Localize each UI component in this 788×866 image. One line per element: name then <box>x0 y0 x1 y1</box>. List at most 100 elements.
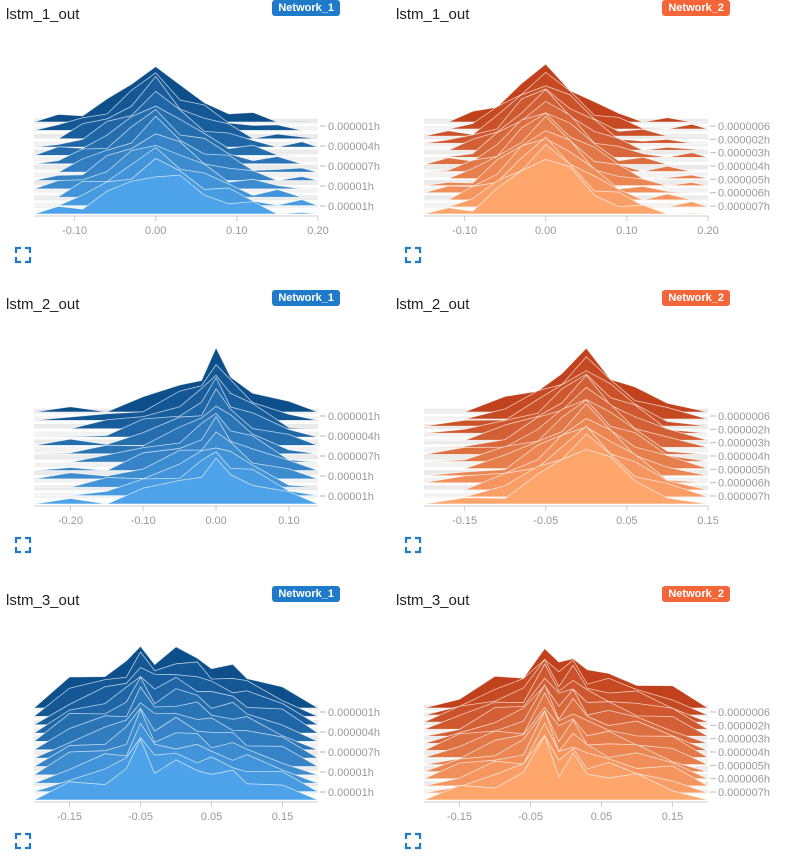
x-tick-label: -0.15 <box>447 811 472 823</box>
y-tick-label: 0.00001h <box>328 181 374 193</box>
histogram-slice <box>423 448 709 505</box>
x-tick-label: -0.05 <box>128 811 153 823</box>
chart-title: lstm_1_out <box>6 6 80 23</box>
y-tick-label: 0.000002h <box>718 134 770 146</box>
y-tick-label: 0.000007h <box>328 747 380 759</box>
x-tick-label: -0.15 <box>452 515 477 527</box>
y-tick-label: 0.000001h <box>328 121 380 133</box>
y-tick-label: 0.00001h <box>328 201 374 213</box>
x-tick-label: 0.10 <box>278 515 299 527</box>
y-tick-label: 0.0000006h <box>718 411 770 423</box>
y-tick-label: 0.000005h <box>718 464 770 476</box>
x-tick-label: -0.20 <box>58 515 83 527</box>
fullscreen-icon[interactable] <box>14 832 32 850</box>
y-tick-label: 0.0000006h <box>718 121 770 133</box>
y-tick-label: 0.000002h <box>718 720 770 732</box>
histogram-chart: 0.000001h0.000004h0.000007h0.00001h0.000… <box>33 346 380 527</box>
histogram-slice <box>33 376 319 438</box>
y-tick-label: 0.000004h <box>718 451 770 463</box>
y-tick-label: 0.000007h <box>328 451 380 463</box>
x-tick-label: 0.20 <box>697 225 718 237</box>
histogram-slice <box>33 738 319 801</box>
y-tick-label: 0.00001h <box>328 787 374 799</box>
run-badge: Network_2 <box>662 586 730 602</box>
fullscreen-icon[interactable] <box>404 536 422 554</box>
run-badge: Network_1 <box>272 586 340 602</box>
y-tick-label: 0.00001h <box>328 491 374 503</box>
y-tick-label: 0.000006h <box>718 188 770 200</box>
y-tick-label: 0.000002h <box>718 424 770 436</box>
y-tick-label: 0.000004h <box>328 141 380 153</box>
chart-title: lstm_3_out <box>6 592 80 609</box>
y-tick-label: 0.000006h <box>718 774 770 786</box>
run-badge: Network_1 <box>272 290 340 306</box>
histogram-chart: 0.0000006h0.000002h0.000003h0.000004h0.0… <box>423 647 770 823</box>
x-tick-label: -0.10 <box>131 515 156 527</box>
x-tick-label: 0.05 <box>616 515 637 527</box>
chart-title: lstm_1_out <box>396 6 470 23</box>
histogram-slice <box>33 457 319 505</box>
x-tick-label: -0.15 <box>57 811 82 823</box>
fullscreen-icon[interactable] <box>404 832 422 850</box>
chart-title: lstm_2_out <box>6 296 80 313</box>
y-tick-label: 0.000003h <box>718 148 770 160</box>
histogram-slice <box>33 66 319 123</box>
run-badge: Network_2 <box>662 290 730 306</box>
fullscreen-icon[interactable] <box>404 246 422 264</box>
fullscreen-icon[interactable] <box>14 246 32 264</box>
y-tick-label: 0.0000006h <box>718 707 770 719</box>
y-tick-label: 0.000001h <box>328 707 380 719</box>
y-tick-label: 0.000003h <box>718 734 770 746</box>
y-tick-label: 0.000004h <box>328 431 380 443</box>
x-tick-label: 0.15 <box>662 811 683 823</box>
y-tick-label: 0.00001h <box>328 471 374 483</box>
y-tick-label: 0.000005h <box>718 760 770 772</box>
x-tick-label: 0.10 <box>616 225 637 237</box>
x-tick-label: -0.05 <box>518 811 543 823</box>
fullscreen-icon[interactable] <box>14 536 32 554</box>
chart-card: lstm_3_out Network_1 0.000001h 0.000004h 0.0… <box>0 586 380 866</box>
x-tick-label: -0.10 <box>62 225 87 237</box>
histogram-chart: 0.000001h0.000004h0.000007h0.00001h0.000… <box>33 66 380 237</box>
x-tick-label: 0.05 <box>201 811 222 823</box>
y-tick-label: 0.000003h <box>718 438 770 450</box>
histogram-slice <box>423 734 709 801</box>
run-badge: Network_2 <box>662 0 730 16</box>
x-tick-label: 0.00 <box>205 515 226 527</box>
histogram-slice <box>423 158 709 215</box>
histogram-chart: 0.0000006h0.000002h0.000003h0.000004h0.0… <box>423 63 770 237</box>
y-tick-label: 0.000006h <box>718 478 770 490</box>
y-tick-label: 0.000005h <box>718 174 770 186</box>
x-tick-label: 0.05 <box>591 811 612 823</box>
x-tick-label: 0.00 <box>145 225 166 237</box>
chart-card: lstm_2_out Network_2 0.0000006h0.000002h 0.… <box>390 290 770 570</box>
chart-title: lstm_2_out <box>396 296 470 313</box>
x-tick-label: 0.20 <box>307 225 328 237</box>
chart-card: lstm_1_out Network_1 0.000001h 0.000004h 0.0… <box>0 0 380 280</box>
x-tick-label: 0.10 <box>226 225 247 237</box>
y-tick-label: 0.000007h <box>718 787 770 799</box>
histogram-chart: 0.000001h 0.000004h 0.000007h 0.00001h 0.000… <box>32 645 380 823</box>
chart-card: lstm_2_out Network_1 0.000001h 0.000004h 0.0… <box>0 290 380 570</box>
histogram-chart: 0.0000006h0.000002h0.000003h0.000004h0.0… <box>423 347 770 527</box>
y-tick-label: 0.000004h <box>328 727 380 739</box>
y-tick-label: 0.000007h <box>718 491 770 503</box>
y-tick-label: 0.000001h <box>328 411 380 423</box>
chart-card: lstm_1_out Network_2 0.0000006h0.000002h 0.… <box>390 0 770 280</box>
x-tick-label: -0.05 <box>533 515 558 527</box>
y-tick-label: 0.000007h <box>328 161 380 173</box>
y-tick-label: 0.000004h <box>718 161 770 173</box>
run-badge: Network_1 <box>272 0 340 16</box>
y-tick-label: 0.00001h <box>328 767 374 779</box>
histogram-slice <box>33 72 318 131</box>
histogram-slice <box>33 174 319 215</box>
x-tick-label: 0.00 <box>535 225 556 237</box>
histogram-slice <box>33 415 319 471</box>
x-tick-label: 0.15 <box>272 811 293 823</box>
y-tick-label: 0.000007h <box>718 201 770 213</box>
x-tick-label: -0.10 <box>452 225 477 237</box>
chart-title: lstm_3_out <box>396 592 470 609</box>
chart-card: lstm_3_out Network_2 0.0000006h0.000002h 0.… <box>390 586 770 866</box>
y-tick-label: 0.000004h <box>718 747 770 759</box>
histogram-slice <box>33 346 319 413</box>
